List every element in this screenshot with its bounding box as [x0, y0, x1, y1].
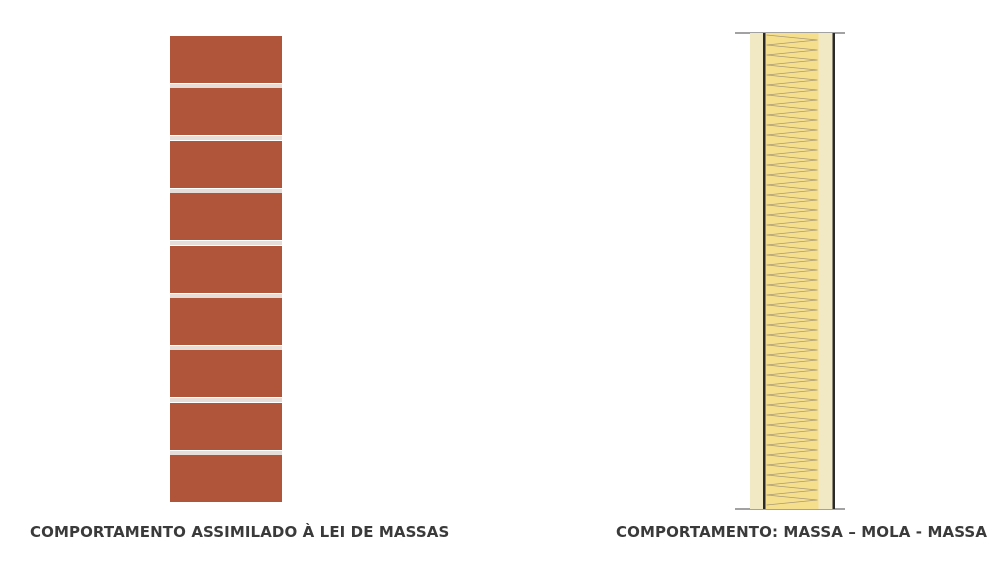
brick: [170, 193, 282, 241]
left-board: [750, 33, 763, 509]
brick: [170, 298, 282, 345]
brick: [170, 36, 282, 83]
mortar-joint: [170, 241, 282, 246]
brick: [170, 455, 282, 503]
left-stud-line: [763, 33, 766, 509]
mortar-joint: [170, 188, 282, 193]
mortar-joint: [170, 136, 282, 141]
mortar-joint: [170, 398, 282, 403]
mortar-joint: [170, 346, 282, 350]
brick: [170, 140, 282, 188]
mortar-joint: [170, 293, 282, 298]
brick: [170, 88, 282, 136]
brick: [170, 245, 282, 293]
right-stud-line: [832, 33, 835, 509]
brick: [170, 350, 282, 398]
double-leaf-wall-diagram: [735, 32, 845, 510]
brick: [170, 402, 282, 450]
right-board: [818, 33, 833, 509]
mortar-joint: [170, 450, 282, 455]
mortar-joint: [170, 84, 282, 88]
left-caption: COMPORTAMENTO ASSIMILADO À LEI DE MASSAS: [30, 523, 450, 541]
right-caption: COMPORTAMENTO: MASSA – MOLA - MASSA: [616, 523, 988, 541]
insulation-pattern: [766, 34, 818, 506]
